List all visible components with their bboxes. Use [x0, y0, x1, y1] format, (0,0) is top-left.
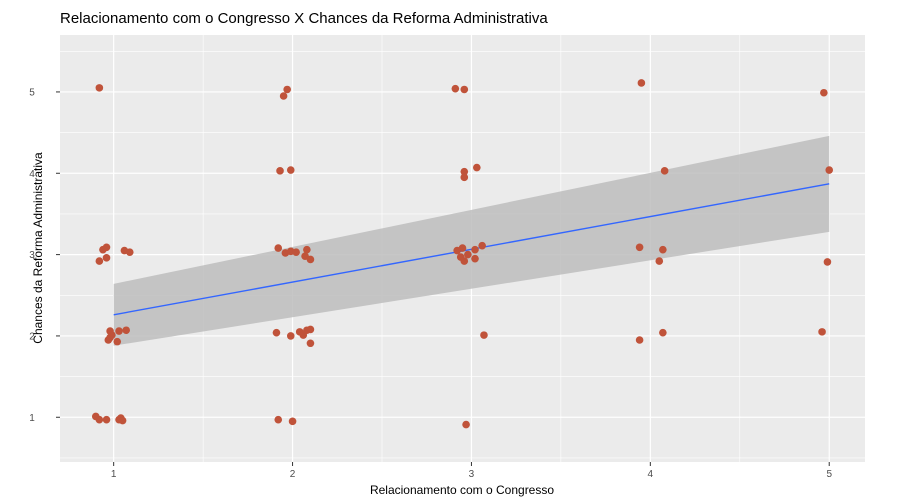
- x-tick-label: 1: [111, 469, 117, 480]
- data-point: [471, 245, 479, 254]
- confidence-ribbon-group: [113, 135, 830, 346]
- data-point: [478, 241, 486, 250]
- data-point: [286, 166, 295, 174]
- data-point: [460, 85, 469, 94]
- data-point: [825, 166, 834, 174]
- data-point: [306, 325, 315, 334]
- data-point: [113, 337, 122, 346]
- x-tick-label: 2: [290, 469, 296, 480]
- x-tick-label: 4: [648, 469, 654, 480]
- data-point: [473, 163, 481, 172]
- data-point: [102, 415, 111, 424]
- data-point: [659, 245, 667, 254]
- data-point: [122, 326, 130, 335]
- data-point: [818, 328, 826, 336]
- data-point: [276, 167, 284, 175]
- y-tick-label: 5: [29, 87, 35, 98]
- data-point: [458, 244, 467, 252]
- data-point: [292, 248, 300, 256]
- data-point: [95, 257, 104, 265]
- data-point: [283, 85, 291, 94]
- x-axis: 1 2 3 4 5: [111, 462, 832, 480]
- data-point: [659, 328, 667, 337]
- data-point: [272, 328, 281, 337]
- data-point: [460, 257, 469, 265]
- data-point: [286, 332, 295, 340]
- data-point: [274, 415, 283, 424]
- data-point: [460, 167, 469, 176]
- data-point: [637, 79, 646, 87]
- data-point: [655, 257, 664, 265]
- chart-title: Relacionamento com o Congresso X Chances…: [60, 10, 548, 27]
- y-tick-label: 2: [29, 331, 35, 342]
- confidence-ribbon: [113, 135, 830, 346]
- x-tick-label: 3: [469, 469, 475, 480]
- plot-panel: [60, 35, 865, 462]
- data-point: [451, 84, 460, 93]
- data-point: [108, 331, 116, 339]
- data-point: [274, 244, 283, 252]
- data-point: [279, 92, 288, 100]
- data-point: [102, 243, 111, 252]
- data-point: [95, 415, 104, 424]
- data-point: [95, 84, 104, 92]
- y-tick-label: 4: [29, 169, 35, 180]
- y-axis-title: Chances da Reforma Administrativa: [31, 152, 45, 344]
- data-point: [635, 336, 644, 344]
- data-point: [303, 245, 311, 254]
- data-point: [660, 167, 669, 175]
- points-group: [91, 79, 834, 429]
- y-tick-label: 3: [29, 250, 35, 261]
- data-point: [471, 254, 479, 263]
- data-point: [480, 331, 488, 339]
- data-point: [464, 250, 472, 259]
- data-point: [115, 327, 123, 335]
- data-point: [288, 417, 297, 426]
- data-point: [125, 248, 134, 256]
- y-axis: 1 2 3 4 5: [29, 87, 60, 424]
- data-point: [462, 420, 470, 429]
- data-point: [820, 88, 828, 97]
- data-point: [306, 339, 315, 348]
- data-point: [635, 243, 644, 252]
- data-point: [118, 416, 127, 425]
- data-point: [102, 254, 111, 262]
- y-tick-label: 1: [29, 413, 35, 424]
- data-point: [306, 255, 315, 264]
- x-tick-label: 5: [826, 469, 832, 480]
- data-point: [460, 173, 469, 182]
- x-axis-title: Relacionamento com o Congresso: [370, 483, 554, 497]
- data-point: [823, 258, 832, 266]
